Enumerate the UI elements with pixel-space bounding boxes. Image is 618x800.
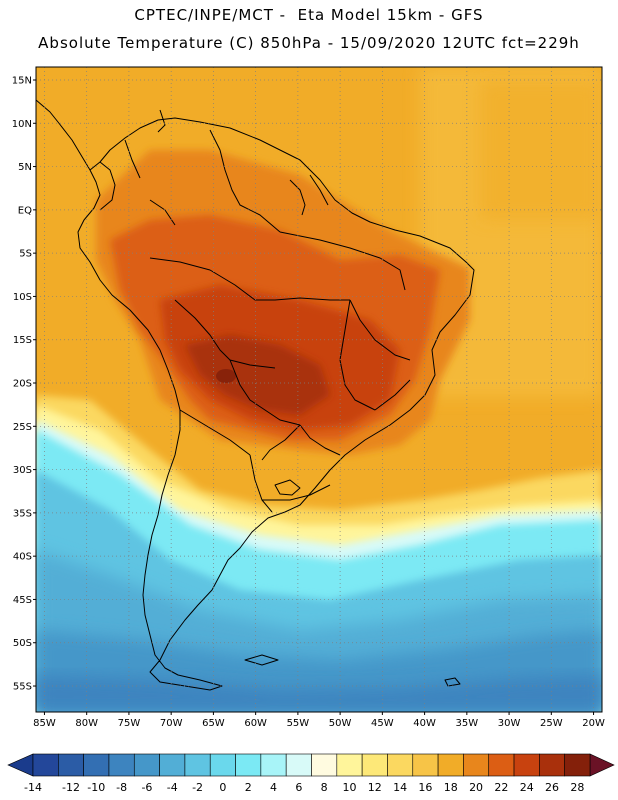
colorbar-label: -6 xyxy=(141,781,152,794)
lon-label: 70W xyxy=(160,718,183,729)
lon-label: 35W xyxy=(456,718,479,729)
colorbar-swatch xyxy=(285,753,312,777)
lat-label: 50S xyxy=(13,638,32,649)
lon-label: 75W xyxy=(118,718,141,729)
colorbar-label: -14 xyxy=(24,781,42,794)
colorbar-label: 18 xyxy=(444,781,458,794)
colorbar-swatch xyxy=(83,753,110,777)
colorbar-swatch xyxy=(387,753,414,777)
colorbar-swatch xyxy=(58,753,84,777)
colorbar-swatch xyxy=(463,753,490,777)
lon-label: 65W xyxy=(202,718,225,729)
lon-label: 55W xyxy=(287,718,310,729)
lat-label: EQ xyxy=(18,205,32,216)
colorbar-label: -10 xyxy=(87,781,105,794)
lon-label: 45W xyxy=(371,718,394,729)
colorbar-label: 8 xyxy=(321,781,328,794)
colorbar-label: 26 xyxy=(545,781,559,794)
lat-label: 45S xyxy=(13,595,32,606)
latitude-labels: 15N 10N 5N EQ 5S 10S 15S 20S 25S 30S 35S 40S 45S 50S 5… xyxy=(12,75,36,693)
lon-label: 80W xyxy=(75,718,98,729)
colorbar-label: -12 xyxy=(62,781,80,794)
map-frame xyxy=(35,66,603,713)
colorbar-label: -8 xyxy=(116,781,127,794)
longitude-labels: 85W 80W 75W 70W 65W 60W 55W 50W 45W 40W 35W 30W 25W 2… xyxy=(33,712,605,729)
colorbar-label: 6 xyxy=(295,781,302,794)
colorbar-swatch xyxy=(412,753,439,777)
lon-label: 30W xyxy=(498,718,521,729)
temperature-field xyxy=(36,67,602,712)
colorbar-swatch xyxy=(184,753,211,777)
colorbar-label: 16 xyxy=(418,781,432,794)
lat-label: 30S xyxy=(13,465,32,476)
lat-label: 5S xyxy=(19,249,32,260)
colorbar-swatch xyxy=(564,753,591,777)
colorbar-swatch xyxy=(539,753,565,777)
colorbar-swatch xyxy=(513,753,540,777)
colorbar-swatch xyxy=(437,753,464,777)
lat-label: 20S xyxy=(13,379,32,390)
lon-label: 20W xyxy=(582,718,605,729)
lat-label: 55S xyxy=(13,682,32,693)
colorbar-swatch xyxy=(32,753,59,777)
colorbar-label: 28 xyxy=(570,781,584,794)
colorbar-swatch xyxy=(108,753,135,777)
lat-label: 10N xyxy=(12,119,32,130)
colorbar-under-arrow xyxy=(7,753,34,777)
colorbar-swatch xyxy=(260,753,287,777)
colorbar: -14 -12 -10 -8 -6 -4 -2 0 2 4 6 8 10 12 14 16 18 20 22 24 26… xyxy=(7,753,615,794)
colorbar-swatch xyxy=(488,753,515,777)
colorbar-label: 24 xyxy=(520,781,534,794)
colorbar-label: 22 xyxy=(494,781,508,794)
lat-label: 35S xyxy=(13,508,32,519)
colorbar-label: 14 xyxy=(393,781,407,794)
lat-label: 40S xyxy=(13,552,32,563)
colorbar-label: 12 xyxy=(368,781,382,794)
map-title: CPTEC/INPE/MCT - Eta Model 15km - GFS xyxy=(134,6,484,24)
colorbar-label: 20 xyxy=(469,781,483,794)
lat-label: 10S xyxy=(13,292,32,303)
colorbar-label: 4 xyxy=(270,781,277,794)
colorbar-swatch xyxy=(159,753,186,777)
colorbar-label: -4 xyxy=(167,781,178,794)
colorbar-swatch xyxy=(133,753,160,777)
lat-label: 15S xyxy=(13,335,32,346)
lat-label: 15N xyxy=(12,75,32,86)
lon-label: 40W xyxy=(413,718,436,729)
colorbar-swatch xyxy=(361,753,388,777)
colorbar-swatch xyxy=(311,753,338,777)
colorbar-label: -2 xyxy=(192,781,203,794)
colorbar-label: 2 xyxy=(245,781,252,794)
lat-label: 5N xyxy=(18,162,32,173)
lon-label: 85W xyxy=(33,718,56,729)
colorbar-swatch xyxy=(209,753,236,777)
colorbar-label: 0 xyxy=(219,781,226,794)
lat-label: 25S xyxy=(13,422,32,433)
lon-label: 25W xyxy=(540,718,563,729)
lon-label: 50W xyxy=(329,718,352,729)
lon-label: 60W xyxy=(244,718,267,729)
colorbar-swatch xyxy=(235,753,262,777)
colorbar-swatch xyxy=(336,753,363,777)
colorbar-over-arrow xyxy=(589,753,615,777)
map-subtitle: Absolute Temperature (C) 850hPa - 15/09/… xyxy=(38,34,580,52)
colorbar-label: 10 xyxy=(342,781,356,794)
